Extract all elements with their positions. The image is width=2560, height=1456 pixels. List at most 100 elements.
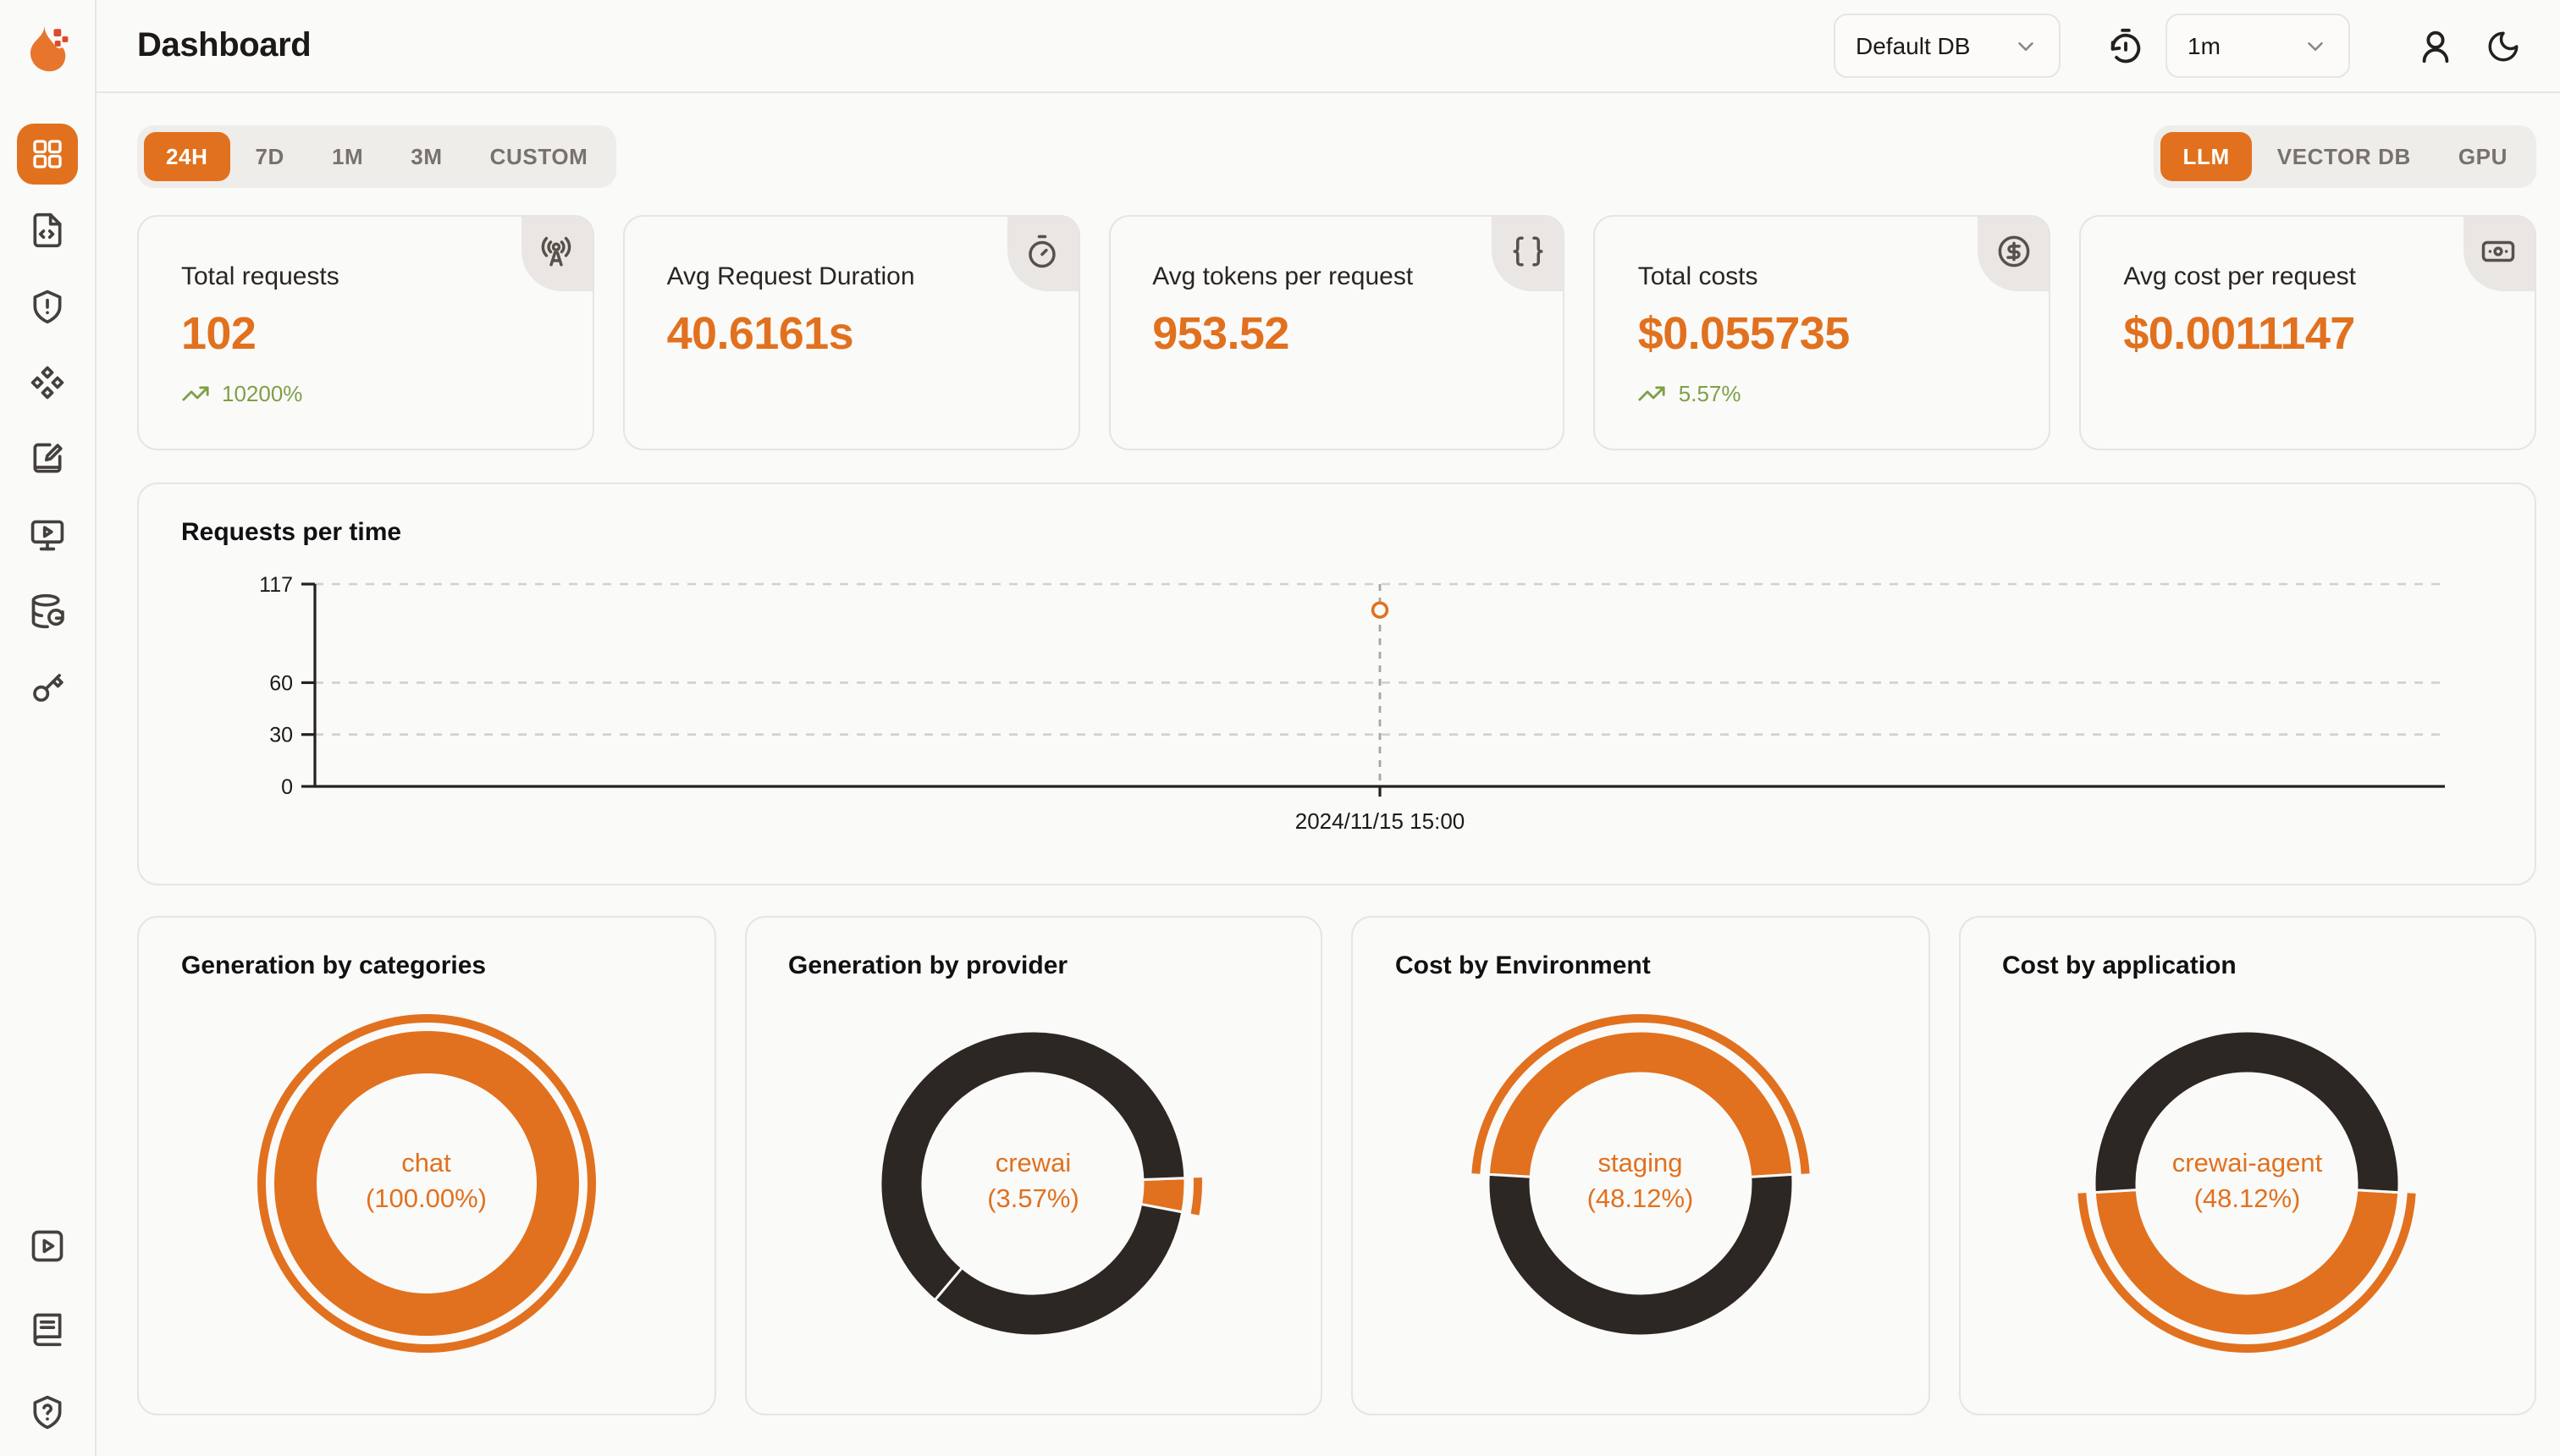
donut-center-percent: (100.00%)	[365, 1185, 487, 1214]
time-range-tabs: 24H 7D 1M 3M CUSTOM	[137, 125, 617, 188]
stat-label: Avg Request Duration	[666, 262, 915, 291]
donut-chart-provider	[880, 1029, 1203, 1337]
header-controls: Default DB 1m	[1834, 14, 2530, 78]
svg-text:117: 117	[259, 573, 293, 597]
database-refresh-icon	[31, 593, 64, 629]
donut-center-label: crewai (3.57%)	[746, 1146, 1321, 1217]
sidebar-item-docs[interactable]	[17, 1299, 78, 1359]
stat-value: $0.055735	[1637, 308, 1850, 359]
donut-title: Cost by application	[2002, 951, 2237, 980]
donut-chart-categories	[257, 1014, 596, 1353]
stat-label: Avg cost per request	[2123, 262, 2356, 291]
requests-per-time-card: Requests per time 0 30 60 117 2024/11/15 15:…	[137, 483, 2536, 885]
sidebar-item-exceptions[interactable]	[17, 276, 78, 337]
donut-chart-application	[2077, 1029, 2417, 1353]
stat-trend: 10200%	[181, 379, 593, 408]
stat-card-avg-request-duration: Avg Request Duration 40.6161s	[622, 215, 1080, 450]
donut-center-name: staging	[1597, 1150, 1683, 1178]
donut-chart-environment	[1470, 1014, 1810, 1337]
trending-up-icon	[182, 386, 209, 401]
timer-icon	[1029, 234, 1056, 268]
stat-value: 102	[181, 308, 257, 359]
circle-dollar-icon	[1998, 235, 2029, 267]
interval-select[interactable]: 1m	[2166, 14, 2350, 78]
component-diamonds-icon	[30, 366, 64, 400]
sidebar-item-prompt-hub[interactable]	[17, 352, 78, 413]
donut-center-label: chat (100.00%)	[139, 1146, 714, 1217]
sidebar	[0, 0, 97, 1456]
sidebar-item-requests[interactable]	[17, 200, 78, 261]
braces-icon	[1513, 236, 1543, 267]
header: Dashboard Default DB 1m	[97, 0, 2560, 93]
donut-title: Generation by categories	[181, 951, 487, 980]
tab-3m[interactable]: 3M	[389, 132, 464, 181]
sidebar-item-getting-started[interactable]	[17, 1216, 78, 1277]
trending-up-icon	[1639, 386, 1666, 401]
stat-card-total-requests: Total requests 102 10200%	[137, 215, 594, 450]
stat-card-icon-badge	[2463, 217, 2535, 291]
tab-vector-db[interactable]: VECTOR DB	[2255, 132, 2433, 181]
tab-1m[interactable]: 1M	[310, 132, 385, 181]
stat-value: 40.6161s	[666, 308, 854, 359]
database-select[interactable]: Default DB	[1834, 14, 2061, 78]
page-title: Dashboard	[137, 26, 312, 63]
sidebar-item-databases[interactable]	[17, 581, 78, 642]
sidebar-bottom-nav	[17, 1216, 78, 1446]
requests-chart-svg: 0 30 60 117 2024/11/15 15:00	[259, 573, 2445, 834]
tab-custom[interactable]: CUSTOM	[468, 132, 610, 181]
dark-mode-toggle[interactable]	[2475, 19, 2530, 73]
donut-center-percent: (48.12%)	[1586, 1185, 1694, 1214]
sidebar-item-dashboard[interactable]	[17, 124, 78, 185]
user-icon	[2421, 30, 2448, 63]
timer-reset-icon	[2110, 27, 2140, 63]
chart-title: Requests per time	[181, 518, 402, 547]
svg-text:2024/11/15 15:00: 2024/11/15 15:00	[1295, 808, 1465, 834]
donut-center-name: crewai-agent	[2171, 1150, 2323, 1178]
scope-tabs: LLM VECTOR DB GPU	[2154, 125, 2536, 188]
sidebar-item-playground[interactable]	[17, 505, 78, 565]
stat-label: Total costs	[1637, 262, 1758, 291]
banknote-icon	[2482, 240, 2516, 262]
stat-trend-value: 5.57%	[1678, 381, 1741, 406]
donut-center-percent: (3.57%)	[987, 1185, 1079, 1214]
donut-title: Cost by Environment	[1395, 951, 1651, 980]
stat-card-icon-badge	[1007, 217, 1079, 291]
donut-center-label: crewai-agent (48.12%)	[1960, 1146, 2535, 1217]
donut-center-name: chat	[401, 1150, 451, 1178]
stat-card-icon-badge	[1492, 217, 1564, 291]
sidebar-item-vault[interactable]	[17, 428, 78, 489]
app-logo-flame-icon	[30, 21, 69, 72]
user-profile-button[interactable]	[2408, 19, 2462, 73]
refresh-timer-button[interactable]	[2098, 19, 2152, 73]
cost-by-application-card: Cost by application crewai-agent (48.12%…	[1958, 916, 2536, 1415]
sidebar-item-api-keys[interactable]	[17, 657, 78, 718]
file-code-icon	[33, 212, 62, 248]
stat-label: Avg tokens per request	[1152, 262, 1414, 291]
svg-text:60: 60	[269, 671, 293, 695]
layout-grid-icon	[33, 140, 62, 168]
moon-icon	[2487, 30, 2518, 61]
stat-cards-row: Total requests 102 10200% Avg Request Du…	[137, 215, 2536, 450]
stat-card-icon-badge	[521, 217, 593, 291]
stat-trend: 5.57%	[1638, 379, 2050, 408]
tab-7d[interactable]: 7D	[234, 132, 306, 181]
shield-question-icon	[33, 1395, 62, 1430]
main-content: 24H 7D 1M 3M CUSTOM LLM VECTOR DB GPU	[97, 93, 2560, 1456]
stat-value: $0.0011147	[2123, 308, 2355, 359]
tab-llm[interactable]: LLM	[2160, 132, 2252, 181]
tab-24h[interactable]: 24H	[144, 132, 230, 181]
chevron-down-icon	[2308, 41, 2323, 50]
tab-gpu[interactable]: GPU	[2436, 132, 2530, 181]
sidebar-item-support[interactable]	[17, 1382, 78, 1442]
donut-title: Generation by provider	[788, 951, 1068, 980]
stat-card-avg-tokens-per-request: Avg tokens per request 953.52	[1108, 215, 1565, 450]
stat-card-total-costs: Total costs $0.055735 5.57%	[1593, 215, 2051, 450]
svg-text:30: 30	[269, 724, 293, 747]
generation-by-categories-card: Generation by categories chat (100.00%)	[137, 916, 715, 1415]
donut-center-name: crewai	[995, 1150, 1072, 1178]
stat-trend-value: 10200%	[222, 381, 303, 406]
stat-value: 953.52	[1152, 308, 1289, 359]
svg-text:0: 0	[281, 775, 293, 799]
sidebar-nav	[17, 124, 78, 718]
